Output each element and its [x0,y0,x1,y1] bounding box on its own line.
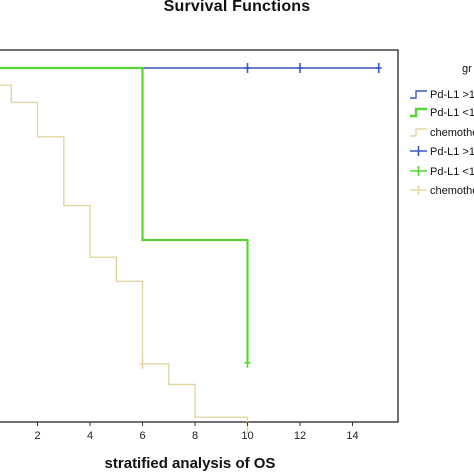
legend-step-icon [410,90,427,99]
series-line-2 [0,66,249,363]
x-tick-label: 8 [192,430,198,442]
legend-label: Pd-L1 >1 [430,146,474,158]
legend-title: gr [462,63,472,75]
x-tick-label: 14 [346,430,358,442]
legend-label: Pd-L1 >1 [430,89,474,101]
x-tick-label: 6 [139,430,145,442]
x-tick-label: 12 [294,430,306,442]
legend: gr Pd-L1 >1 Pd-L1 <1 chemothe Pd-L1 >1 Pd-L1 … [410,63,474,197]
x-tick-label: 4 [87,430,93,442]
x-tick-label: 2 [34,430,40,442]
chart-title: Survival Functions [163,0,311,15]
legend-step-icon [410,128,427,137]
legend-label: chemothe [430,185,474,197]
x-axis-label: stratified analysis of OS [104,455,276,472]
x-tick-label: 10 [241,430,253,442]
x-axis-ticks: 2 4 6 8 10 12 14 [34,422,359,442]
legend-label: Pd-L1 <1 [430,107,474,119]
series-layer [0,63,382,435]
legend-label: Pd-L1 <1 [430,166,474,178]
legend-step-icon [410,107,427,118]
series-line-3 [0,84,249,435]
plot-frame [0,49,399,423]
plot-border [0,49,399,423]
legend-label: chemothe [430,127,474,139]
